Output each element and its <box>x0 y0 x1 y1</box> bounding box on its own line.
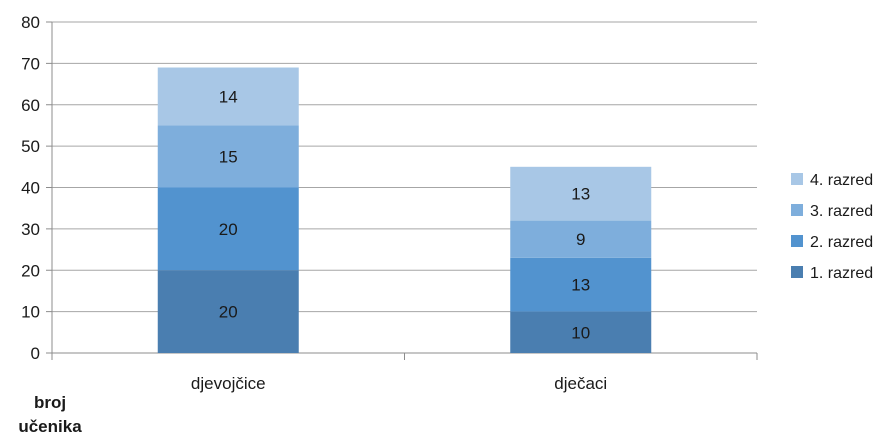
legend-label: 2. razred <box>810 234 873 251</box>
y-tick-label: 10 <box>21 303 40 322</box>
bar-data-label: 9 <box>576 230 585 249</box>
y-tick-label: 40 <box>21 179 40 198</box>
bar-data-label: 20 <box>219 220 238 239</box>
y-tick-label: 50 <box>21 137 40 156</box>
legend-swatch <box>791 173 803 185</box>
x-category-label: dječaci <box>554 374 607 393</box>
bar-data-label: 13 <box>571 276 590 295</box>
bar-data-label: 10 <box>571 323 590 342</box>
legend-swatch <box>791 204 803 216</box>
bar-segment <box>157 187 299 271</box>
axes: 0 10 20 30 40 50 60 70 80 djevojčice dječaci <box>21 13 758 393</box>
bar-segment <box>510 257 652 312</box>
bar-data-label: 14 <box>219 87 238 106</box>
bar-segment <box>510 220 652 258</box>
y-tick-label: 60 <box>21 96 40 115</box>
y-tick-label: 0 <box>31 344 40 363</box>
bar-segment <box>510 166 652 221</box>
bars <box>157 67 652 353</box>
legend: 4. razred 3. razred 2. razred 1. razred <box>791 172 873 282</box>
y-tick-label: 30 <box>21 220 40 239</box>
legend-swatch <box>791 235 803 247</box>
y-tick-label: 80 <box>21 13 40 32</box>
bar-data-label: 15 <box>219 147 238 166</box>
bar-segment <box>510 311 652 353</box>
bar-data-label: 13 <box>571 185 590 204</box>
legend-label: 1. razred <box>810 265 873 282</box>
bar-segment <box>157 67 299 126</box>
x-category-label: djevojčice <box>191 374 266 393</box>
legend-swatch <box>791 266 803 278</box>
bar-segment <box>157 125 299 188</box>
y-axis-title-line-1: broj <box>34 393 66 412</box>
bar-segment <box>157 270 299 353</box>
legend-label: 3. razred <box>810 203 873 220</box>
bar-data-label: 20 <box>219 303 238 322</box>
legend-label: 4. razred <box>810 172 873 189</box>
data-labels: 20 20 15 14 10 13 9 13 <box>219 87 590 342</box>
y-tick-label: 70 <box>21 54 40 73</box>
y-axis-title-line-2: učenika <box>18 417 82 436</box>
y-tick-label: 20 <box>21 261 40 280</box>
